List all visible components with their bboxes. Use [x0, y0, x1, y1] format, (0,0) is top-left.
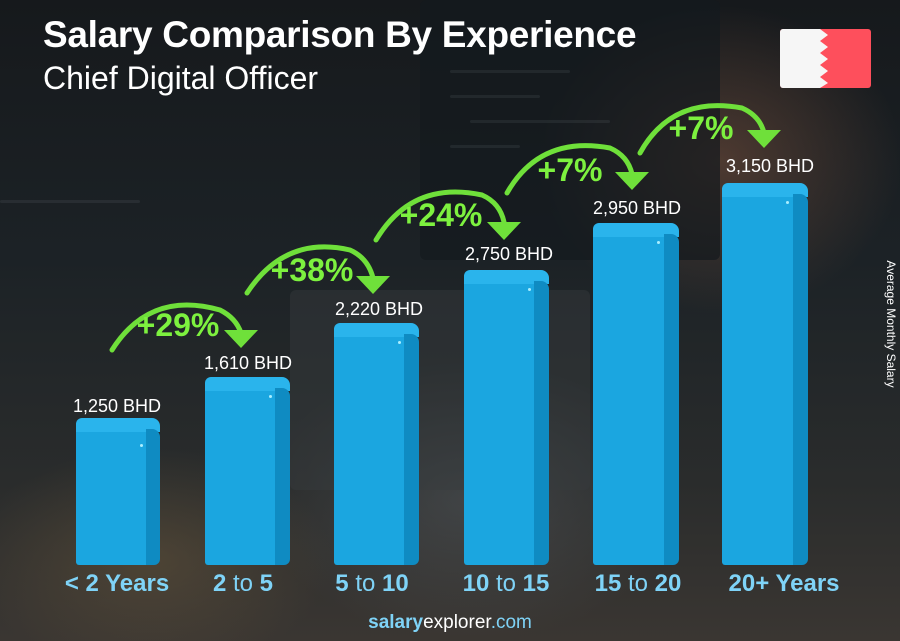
background-code-line	[450, 145, 520, 148]
bar-side	[793, 194, 808, 565]
bar-front	[593, 237, 664, 565]
category-label-end: 5	[259, 570, 274, 597]
bar-top	[722, 183, 808, 197]
bar-side	[534, 281, 549, 565]
category-label-start: 15	[594, 570, 622, 597]
background-code-line	[0, 200, 140, 203]
category-label-to: to	[226, 570, 260, 597]
bar-5to10	[334, 323, 419, 565]
bar-top	[464, 270, 549, 284]
increase-label: +7%	[668, 110, 734, 146]
category-label-start: 2	[212, 570, 227, 597]
footer-domain: .com	[490, 612, 532, 633]
category-label-text: < 2 Years	[64, 570, 170, 597]
bar-front	[76, 432, 146, 565]
category-label-start: 10	[462, 570, 490, 597]
footer-brand-rest: explorer	[423, 612, 491, 633]
increase-label: +24%	[399, 197, 483, 233]
category-label: 2 to 5	[213, 570, 273, 598]
footer-brand-bold: salary	[368, 612, 424, 633]
bar-2to5	[205, 377, 290, 565]
bar-highlight	[786, 201, 789, 204]
category-label: 5 to 10	[335, 570, 408, 598]
bar-front	[722, 197, 793, 565]
category-label: 10 to 15	[463, 570, 550, 598]
bar-side	[275, 388, 290, 565]
background-code-line	[450, 95, 540, 98]
increase-label: +7%	[537, 152, 603, 188]
value-label: 2,220 BHD	[334, 299, 424, 319]
value-label: 2,750 BHD	[464, 244, 554, 264]
bar-top	[76, 418, 160, 432]
category-label-end: 10	[382, 570, 409, 597]
bar-side	[664, 234, 679, 565]
category-label: 15 to 20	[595, 570, 682, 598]
value-label: 1,250 BHD	[72, 396, 162, 416]
chart-title: Salary Comparison By Experience	[43, 14, 637, 55]
value-label: 3,150 BHD	[725, 156, 815, 176]
bar-highlight	[269, 395, 272, 398]
value-label: 1,610 BHD	[203, 353, 293, 373]
increase-label: +38%	[270, 252, 354, 288]
bar-front	[334, 337, 404, 565]
bar-lt2	[76, 418, 160, 565]
bar-20plus	[722, 183, 808, 565]
bar-top	[334, 323, 419, 337]
bar-top	[205, 377, 290, 391]
bar-10to15	[464, 270, 549, 565]
chart-subtitle: Chief Digital Officer	[43, 60, 319, 96]
bar-side	[404, 334, 419, 565]
category-label-end: 15	[522, 570, 550, 597]
category-label: 20+ Years	[728, 570, 839, 598]
category-label-to: to	[489, 570, 523, 597]
category-label-end: 20	[654, 570, 682, 597]
value-label: 2,950 BHD	[592, 198, 682, 218]
background-code-line	[470, 120, 610, 123]
bar-highlight	[657, 241, 660, 244]
category-label-text: 20+ Years	[728, 570, 840, 597]
bar-highlight	[398, 341, 401, 344]
footer-brand: salaryexplorer.com	[0, 612, 900, 634]
bar-15to20	[593, 223, 679, 565]
bar-highlight	[140, 444, 143, 447]
category-label-to: to	[348, 570, 383, 597]
category-label: < 2 Years	[65, 570, 169, 598]
bar-front	[205, 391, 275, 565]
background-code-line	[450, 70, 570, 73]
bahrain-flag-icon	[780, 29, 871, 88]
bar-front	[464, 284, 534, 565]
bar-top	[593, 223, 679, 237]
category-label-to: to	[621, 570, 655, 597]
category-label-start: 5	[335, 570, 349, 597]
background-monitor	[420, 0, 720, 260]
bar-highlight	[528, 288, 531, 291]
increase-label: +29%	[136, 307, 220, 343]
bar-side	[146, 429, 160, 565]
